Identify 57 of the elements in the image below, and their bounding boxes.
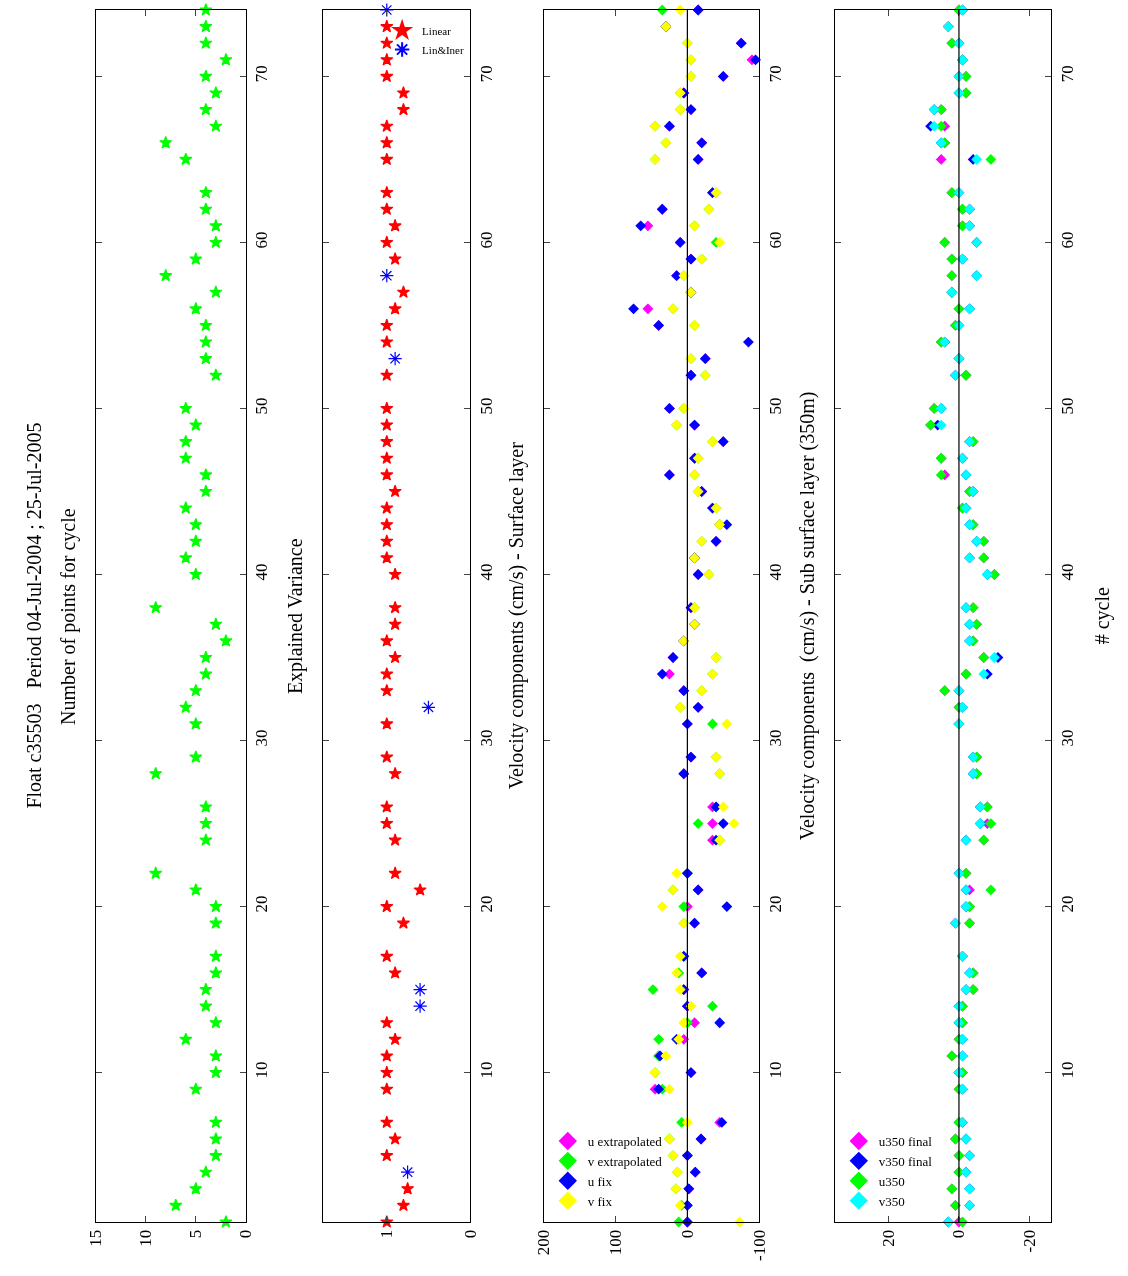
y-tick-label: 10: [476, 1061, 496, 1079]
y-tick-label: 30: [765, 729, 785, 747]
x-tick-label: 0: [460, 1229, 480, 1239]
y-tick-label: 20: [252, 895, 272, 913]
x-tick-label: 0: [236, 1229, 256, 1239]
x-tick-label: 0: [677, 1229, 697, 1239]
x-tick-label: 15: [86, 1229, 106, 1247]
x-tick-label: 0: [949, 1229, 969, 1239]
y-tick-label: 70: [1057, 65, 1077, 83]
text: Explained Variance: [284, 538, 308, 695]
y-tick-label: 10: [252, 1061, 272, 1079]
y-tick-label: 70: [765, 65, 785, 83]
x-tick-label: 200: [534, 1229, 554, 1256]
legend-label: v extrapolated: [587, 1153, 663, 1169]
y-tick-label: 40: [1057, 563, 1077, 581]
legend-label: Linear: [422, 24, 452, 37]
legend-label: v350: [878, 1193, 905, 1209]
x-tick-label: 1: [377, 1229, 397, 1239]
y-tick-label: 50: [476, 397, 496, 415]
legend-label: u350: [878, 1173, 905, 1189]
y-tick-label: 60: [476, 231, 496, 249]
x-tick-label: 100: [606, 1229, 626, 1256]
legend-label: Lin&Iner: [422, 43, 464, 56]
x-tick-label: 5: [186, 1229, 206, 1239]
y-tick-label: 50: [1057, 397, 1077, 415]
text: Number of points for cycle: [56, 508, 80, 725]
y-tick-label: 50: [765, 397, 785, 415]
text: Velocity components (cm/s) - Sub surface layer (350m): [796, 391, 820, 841]
legend-label: u fix: [587, 1173, 613, 1189]
x-tick-label: 10: [136, 1229, 156, 1247]
legend-label: u350 final: [878, 1134, 933, 1150]
x-tick-label: 20: [878, 1229, 898, 1247]
y-tick-label: 20: [1057, 895, 1077, 913]
legend-label: u extrapolated: [587, 1134, 663, 1150]
legend-label: v350 final: [878, 1153, 933, 1169]
y-tick-label: 10: [1057, 1061, 1077, 1079]
y-tick-label: 20: [476, 895, 496, 913]
y-tick-label: 70: [252, 65, 272, 83]
text: Float c35503 Period 04-Jul-2004 ; 25-Jul-2005: [22, 422, 45, 809]
y-tick-label: 70: [476, 65, 496, 83]
y-tick-label: 60: [765, 231, 785, 249]
y-tick-label: 60: [1057, 231, 1077, 249]
y-tick-label: 10: [765, 1061, 785, 1079]
x-tick-label: -20: [1020, 1229, 1040, 1253]
y-tick-label: 60: [252, 231, 272, 249]
x-tick-label: -100: [749, 1229, 769, 1261]
y-tick-label: 40: [765, 563, 785, 581]
y-axis-title: # cycle: [1091, 586, 1115, 645]
text: Velocity components (cm/s) - Surface layer: [505, 441, 529, 790]
y-tick-label: 30: [1057, 729, 1077, 747]
y-tick-label: 30: [476, 729, 496, 747]
legend-label: v fix: [587, 1193, 613, 1209]
y-tick-label: 40: [252, 563, 272, 581]
y-tick-label: 50: [252, 397, 272, 415]
y-tick-label: 40: [476, 563, 496, 581]
y-tick-label: 20: [765, 895, 785, 913]
y-tick-label: 30: [252, 729, 272, 747]
